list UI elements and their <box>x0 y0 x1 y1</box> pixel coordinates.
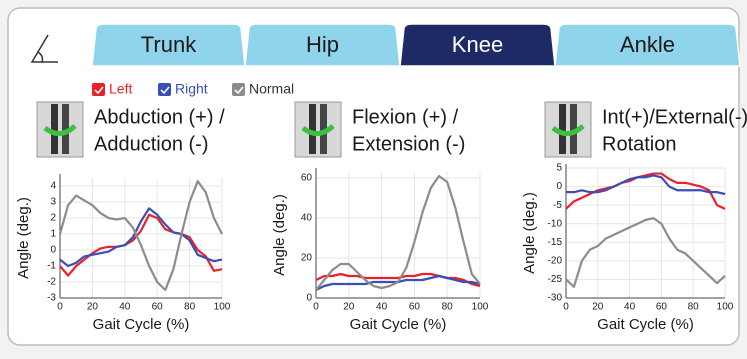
legend-label[interactable]: Left <box>109 81 132 97</box>
icon-arrow <box>43 124 77 136</box>
y-tick-label: -5 <box>553 200 562 211</box>
x-tick-label: 40 <box>376 302 388 313</box>
x-tick-label: 20 <box>343 302 355 313</box>
tab[interactable]: Trunk <box>91 23 246 67</box>
series-line <box>565 217 726 288</box>
tab-shape[interactable] <box>399 23 556 67</box>
y-tick-label: -2 <box>47 277 56 288</box>
x-axis-label: Gait Cycle (%) <box>597 316 694 333</box>
series-line <box>59 213 223 277</box>
x-tick-label: 0 <box>57 302 63 313</box>
icon-leg <box>559 104 566 154</box>
x-tick-label: 100 <box>214 302 231 313</box>
y-tick-label: -10 <box>548 218 563 229</box>
x-tick-label: 20 <box>592 302 604 313</box>
chart-title: Int(+)/External(-) <box>602 106 747 128</box>
y-tick-label: -1 <box>47 261 56 272</box>
tab[interactable]: Hip <box>244 23 401 67</box>
x-tick-label: 80 <box>688 302 700 313</box>
y-axis-label: Angle (deg.) <box>15 197 32 279</box>
tab-label[interactable]: Knee <box>452 32 503 57</box>
x-tick-label: 40 <box>624 302 636 313</box>
y-tick-label: -3 <box>47 293 56 304</box>
check-mark[interactable] <box>94 86 104 95</box>
y-tick-label: 60 <box>301 173 313 184</box>
y-tick-label: -20 <box>548 255 563 266</box>
x-axis-label: Gait Cycle (%) <box>350 316 447 333</box>
y-tick-label: -15 <box>548 237 563 248</box>
x-tick-label: 80 <box>442 302 454 313</box>
x-tick-label: 60 <box>152 302 164 313</box>
y-tick-label: 1 <box>50 229 56 240</box>
tab[interactable]: Ankle <box>554 23 741 67</box>
legend-item[interactable]: Right <box>158 81 208 97</box>
chart-title: Flexion (+) / <box>352 106 459 128</box>
chart-title: Adduction (-) <box>94 133 209 155</box>
motion-icon <box>544 101 592 158</box>
icon-frame <box>36 101 84 158</box>
y-tick-label: 2 <box>50 213 56 224</box>
x-tick-label: 100 <box>472 302 489 313</box>
icon-leg <box>320 104 327 154</box>
y-tick-label: 5 <box>556 163 562 174</box>
tab[interactable]: Knee <box>399 23 556 67</box>
y-tick-label: 20 <box>301 253 313 264</box>
series-line <box>315 174 481 291</box>
icon-arrow <box>551 124 585 136</box>
angle-icon <box>30 34 58 63</box>
legend-label[interactable]: Right <box>175 81 208 97</box>
motion-icon <box>36 101 84 158</box>
chart-title: Rotation <box>602 133 677 155</box>
icon-leg <box>62 104 69 154</box>
legend-checkbox[interactable] <box>92 83 105 96</box>
icon-leg <box>309 104 316 154</box>
legend-checkbox[interactable] <box>232 83 245 96</box>
icon-leg <box>570 104 577 154</box>
tab-shape[interactable] <box>244 23 401 67</box>
y-tick-label: 0 <box>50 245 56 256</box>
series-line <box>315 272 481 288</box>
x-tick-label: 60 <box>656 302 668 313</box>
x-tick-label: 0 <box>563 302 569 313</box>
y-tick-label: 40 <box>301 213 313 224</box>
chart-title: Abduction (+) / <box>94 106 225 128</box>
x-tick-label: 80 <box>184 302 196 313</box>
panel <box>7 7 740 346</box>
series-line <box>58 180 223 292</box>
tab-label[interactable]: Hip <box>306 32 339 57</box>
legend-checkbox[interactable] <box>158 83 171 96</box>
y-tick-label: 4 <box>50 181 56 192</box>
legend-label[interactable]: Normal <box>249 81 294 97</box>
y-tick-label: 0 <box>556 181 562 192</box>
x-tick-label: 60 <box>409 302 421 313</box>
legend-item[interactable]: Left <box>92 81 132 97</box>
icon-leg <box>51 104 58 154</box>
check-mark[interactable] <box>160 86 170 95</box>
y-tick-label: 0 <box>306 293 312 304</box>
y-tick-label: -25 <box>548 274 563 285</box>
x-tick-label: 40 <box>119 302 131 313</box>
tab-label[interactable]: Trunk <box>141 32 197 57</box>
legend-item[interactable]: Normal <box>232 81 294 97</box>
y-axis-label: Angle (deg.) <box>521 192 538 274</box>
x-tick-label: 0 <box>313 302 319 313</box>
x-axis-label: Gait Cycle (%) <box>93 316 190 333</box>
motion-icon <box>294 101 342 158</box>
tab-shape[interactable] <box>554 23 741 67</box>
tab-shape[interactable] <box>91 23 246 67</box>
icon-arrow <box>301 124 335 136</box>
series-line <box>59 207 223 268</box>
tab-label[interactable]: Ankle <box>620 32 675 57</box>
chart-title: Extension (-) <box>352 133 465 155</box>
check-mark[interactable] <box>234 86 244 95</box>
y-tick-label: -30 <box>548 293 563 304</box>
y-tick-label: 3 <box>50 197 56 208</box>
x-tick-label: 100 <box>717 302 734 313</box>
y-axis-label: Angle (deg.) <box>271 194 288 276</box>
series-line <box>566 174 726 196</box>
x-tick-label: 20 <box>87 302 99 313</box>
